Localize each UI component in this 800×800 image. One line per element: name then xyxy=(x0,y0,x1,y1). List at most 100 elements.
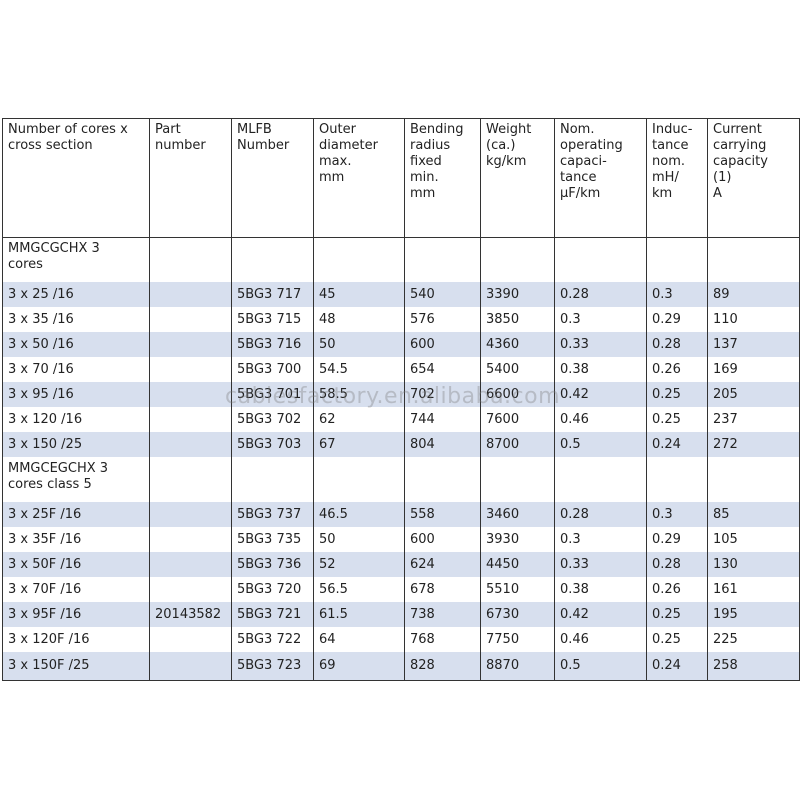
table-cell xyxy=(647,457,708,502)
table-cell: 0.46 xyxy=(555,407,647,432)
table-cell: 56.5 xyxy=(314,577,405,602)
table-cell: 272 xyxy=(708,432,800,457)
table-cell: 540 xyxy=(405,282,481,307)
table-cell: 137 xyxy=(708,332,800,357)
table-cell: 0.46 xyxy=(555,627,647,652)
table-cell: 3 x 95F /16 xyxy=(2,602,150,627)
table-cell xyxy=(708,237,800,282)
table-cell: 5BG3 720 xyxy=(232,577,314,602)
table-cell: Weight (ca.) kg/km xyxy=(481,118,555,237)
table-cell: 0.28 xyxy=(647,332,708,357)
data-row: 3 x 50 /16 5BG3 716 50 600 4360 0.33 0.28 137 xyxy=(2,332,800,357)
table-cell: 3930 xyxy=(481,527,555,552)
data-row: 3 x 50F /16 5BG3 736 52 624 4450 0.33 0.28 130 xyxy=(2,552,800,577)
table-cell: 7750 xyxy=(481,627,555,652)
table-cell: 5BG3 723 xyxy=(232,652,314,680)
table-cell: Current carrying capacity (1) A xyxy=(708,118,800,237)
data-row: 3 x 25F /16 5BG3 737 46.5 558 3460 0.28 0.3 85 xyxy=(2,502,800,527)
table-cell xyxy=(314,237,405,282)
table-cell: 110 xyxy=(708,307,800,332)
table-cell: 195 xyxy=(708,602,800,627)
table-cell: 62 xyxy=(314,407,405,432)
table-cell: Number of cores x cross section xyxy=(2,118,150,237)
table-cell xyxy=(150,382,232,407)
table-cell: Bending radius fixed min. mm xyxy=(405,118,481,237)
table-cell: 0.25 xyxy=(647,627,708,652)
table-cell xyxy=(150,307,232,332)
table-cell: 0.5 xyxy=(555,432,647,457)
table-cell: 0.24 xyxy=(647,652,708,680)
table-cell: 804 xyxy=(405,432,481,457)
table-cell: 5BG3 721 xyxy=(232,602,314,627)
table-cell xyxy=(150,552,232,577)
group-row: MMGCEGCHX 3 cores class 5 xyxy=(2,457,800,502)
table-cell: 3 x 35F /16 xyxy=(2,527,150,552)
table-cell: 8870 xyxy=(481,652,555,680)
table-cell: 5BG3 715 xyxy=(232,307,314,332)
table-cell: 5BG3 700 xyxy=(232,357,314,382)
table-cell: 5BG3 716 xyxy=(232,332,314,357)
table-cell: 654 xyxy=(405,357,481,382)
table-cell: 738 xyxy=(405,602,481,627)
table-cell xyxy=(555,457,647,502)
table-cell xyxy=(150,237,232,282)
table-cell: 169 xyxy=(708,357,800,382)
table-cell: 678 xyxy=(405,577,481,602)
table-cell: 69 xyxy=(314,652,405,680)
table-cell: 52 xyxy=(314,552,405,577)
table-cell: 225 xyxy=(708,627,800,652)
data-row: 3 x 95F /16 20143582 5BG3 721 61.5 738 6730 0.… xyxy=(2,602,800,627)
table-cell: 46.5 xyxy=(314,502,405,527)
table-cell: 624 xyxy=(405,552,481,577)
table-cell xyxy=(405,237,481,282)
table-cell: 5BG3 703 xyxy=(232,432,314,457)
table-cell: 5BG3 722 xyxy=(232,627,314,652)
rule xyxy=(2,118,800,119)
table-cell: 0.33 xyxy=(555,332,647,357)
table-cell xyxy=(647,237,708,282)
table-cell: 0.26 xyxy=(647,577,708,602)
table-cell xyxy=(150,577,232,602)
table-cell: Induc- tance nom. mH/ km xyxy=(647,118,708,237)
table-cell: 0.29 xyxy=(647,307,708,332)
data-row: 3 x 35F /16 5BG3 735 50 600 3930 0.3 0.29 105 xyxy=(2,527,800,552)
table-cell: 576 xyxy=(405,307,481,332)
table-cell xyxy=(150,432,232,457)
table-cell xyxy=(150,502,232,527)
table-cell: 3 x 70 /16 xyxy=(2,357,150,382)
table-cell: 744 xyxy=(405,407,481,432)
data-row: 3 x 150 /25 5BG3 703 67 804 8700 0.5 0.24 272 xyxy=(2,432,800,457)
table-cell xyxy=(405,457,481,502)
table-cell: 0.26 xyxy=(647,357,708,382)
table-cell xyxy=(314,457,405,502)
table-cell: 5BG3 737 xyxy=(232,502,314,527)
table-cell: 5BG3 701 xyxy=(232,382,314,407)
table-cell: MLFB Number xyxy=(232,118,314,237)
table-cell: 3390 xyxy=(481,282,555,307)
table-cell: MMGCEGCHX 3 cores class 5 xyxy=(2,457,150,502)
table-cell: MMGCGCHX 3 cores xyxy=(2,237,150,282)
table-cell: 258 xyxy=(708,652,800,680)
table-cell: 0.3 xyxy=(647,282,708,307)
table-cell: 61.5 xyxy=(314,602,405,627)
table-cell: 3460 xyxy=(481,502,555,527)
table-cell: 0.28 xyxy=(555,502,647,527)
table-cell: 5400 xyxy=(481,357,555,382)
table-cell: 5BG3 717 xyxy=(232,282,314,307)
table-cell xyxy=(150,627,232,652)
table-cell xyxy=(481,237,555,282)
table-cell xyxy=(150,457,232,502)
rule xyxy=(2,237,800,238)
table-cell: 5510 xyxy=(481,577,555,602)
table-cell: 600 xyxy=(405,332,481,357)
table-cell: 600 xyxy=(405,527,481,552)
table-cell: 89 xyxy=(708,282,800,307)
data-row: 3 x 120 /16 5BG3 702 62 744 7600 0.46 0.25 237 xyxy=(2,407,800,432)
table-cell: 48 xyxy=(314,307,405,332)
table-cell: 50 xyxy=(314,332,405,357)
rule xyxy=(2,680,800,681)
table-cell: 4450 xyxy=(481,552,555,577)
table-cell: 768 xyxy=(405,627,481,652)
header-row: Number of cores x cross section Part numb… xyxy=(2,118,800,237)
table-cell: 130 xyxy=(708,552,800,577)
